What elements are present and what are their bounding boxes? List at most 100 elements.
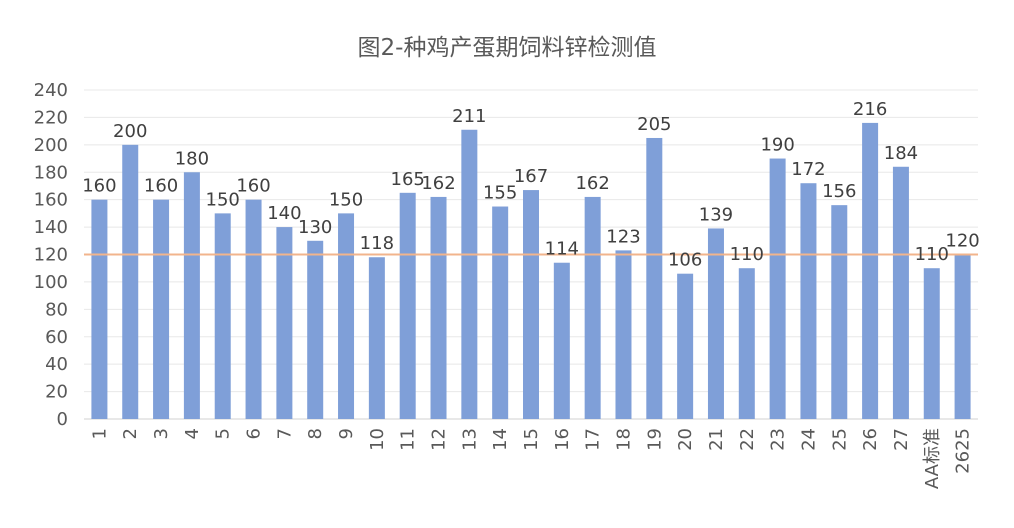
x-tick-label: 14: [490, 428, 511, 451]
x-tick-label: 12: [429, 428, 450, 451]
x-tick-label: 6: [244, 428, 265, 439]
bar: [461, 129, 478, 420]
data-label: 162: [421, 173, 455, 194]
data-label: 160: [236, 176, 270, 197]
x-tick-label: 2625: [953, 428, 974, 474]
x-tick-label: 9: [336, 428, 357, 439]
x-tick-label: AA标准: [922, 428, 943, 489]
data-label: 130: [298, 217, 332, 238]
y-tick-label: 120: [34, 245, 68, 266]
x-tick-label: 13: [459, 428, 480, 451]
data-label: 162: [575, 173, 609, 194]
y-tick-label: 100: [34, 272, 68, 293]
x-tick-label: 8: [305, 428, 326, 439]
data-label: 114: [545, 239, 579, 260]
bar: [923, 268, 940, 419]
x-tick-label: 19: [644, 428, 665, 451]
y-tick-label: 80: [45, 299, 68, 320]
bar: [615, 250, 632, 419]
data-label: 216: [853, 99, 887, 120]
data-label: 110: [915, 244, 949, 265]
data-label: 167: [514, 166, 548, 187]
bar: [122, 144, 139, 420]
y-tick-label: 0: [57, 409, 68, 430]
data-label: 184: [884, 143, 918, 164]
x-tick-label: 23: [768, 428, 789, 451]
x-tick-label: 20: [675, 428, 696, 451]
x-tick-label: 7: [274, 428, 295, 439]
bar: [677, 273, 694, 419]
data-label: 106: [668, 250, 702, 271]
x-tick-label: 2: [120, 428, 141, 439]
x-tick-label: 25: [829, 428, 850, 451]
data-label: 165: [391, 169, 425, 190]
bar: [707, 228, 724, 419]
data-label: 160: [82, 176, 116, 197]
y-tick-label: 20: [45, 382, 68, 403]
bar: [553, 262, 570, 419]
bar: [399, 192, 416, 419]
y-tick-label: 140: [34, 217, 68, 238]
data-label: 205: [637, 114, 671, 135]
x-tick-label: 27: [891, 428, 912, 451]
bar: [91, 199, 108, 419]
bar: [646, 137, 663, 419]
bar: [862, 122, 879, 420]
bar: [584, 196, 601, 419]
data-label: 156: [822, 181, 856, 202]
bar: [214, 213, 231, 419]
x-tick-label: 16: [552, 428, 573, 451]
x-tick-label: 15: [521, 428, 542, 451]
data-label: 139: [699, 204, 733, 225]
bar: [738, 268, 755, 419]
data-label: 140: [267, 203, 301, 224]
x-tick-label: 24: [798, 428, 819, 451]
chart-title: 图2-种鸡产蛋期饲料锌检测值: [357, 35, 657, 61]
bar: [338, 213, 355, 419]
x-tick-label: 21: [706, 428, 727, 451]
data-label: 150: [329, 189, 363, 210]
y-tick-label: 220: [34, 107, 68, 128]
y-tick-label: 40: [45, 354, 68, 375]
data-label: 118: [360, 233, 394, 254]
data-label: 190: [760, 135, 794, 156]
bar: [492, 206, 509, 419]
x-tick-label: 1: [89, 428, 110, 439]
data-label: 123: [606, 226, 640, 247]
data-label: 172: [791, 159, 825, 180]
x-tick-label: 5: [213, 428, 234, 439]
data-label: 120: [945, 231, 979, 252]
x-tick-label: 18: [613, 428, 634, 451]
bar: [245, 199, 262, 419]
bar: [892, 166, 909, 419]
data-label: 200: [113, 121, 147, 142]
bar: [307, 240, 324, 419]
y-tick-label: 180: [34, 162, 68, 183]
data-label: 180: [175, 148, 209, 169]
y-tick-label: 200: [34, 135, 68, 156]
bar: [368, 257, 385, 419]
bar: [523, 190, 539, 419]
data-label: 110: [730, 244, 764, 265]
y-tick-label: 160: [34, 190, 68, 211]
x-tick-label: 22: [737, 428, 758, 451]
x-tick-label: 11: [398, 428, 419, 451]
x-tick-label: 4: [182, 428, 203, 439]
data-label: 155: [483, 183, 517, 204]
y-tick-label: 240: [34, 80, 68, 101]
x-tick-label: 3: [151, 428, 172, 439]
bar: [430, 196, 447, 419]
bar: [769, 158, 786, 419]
data-label: 211: [452, 106, 486, 127]
x-tick-label: 26: [860, 428, 881, 451]
x-tick-label: 10: [367, 428, 388, 451]
bar: [276, 227, 293, 419]
y-tick-label: 60: [45, 327, 68, 348]
bar: [183, 172, 200, 419]
data-label: 150: [206, 189, 240, 210]
bar: [153, 199, 170, 419]
data-label: 160: [144, 176, 178, 197]
x-tick-label: 17: [583, 428, 604, 451]
